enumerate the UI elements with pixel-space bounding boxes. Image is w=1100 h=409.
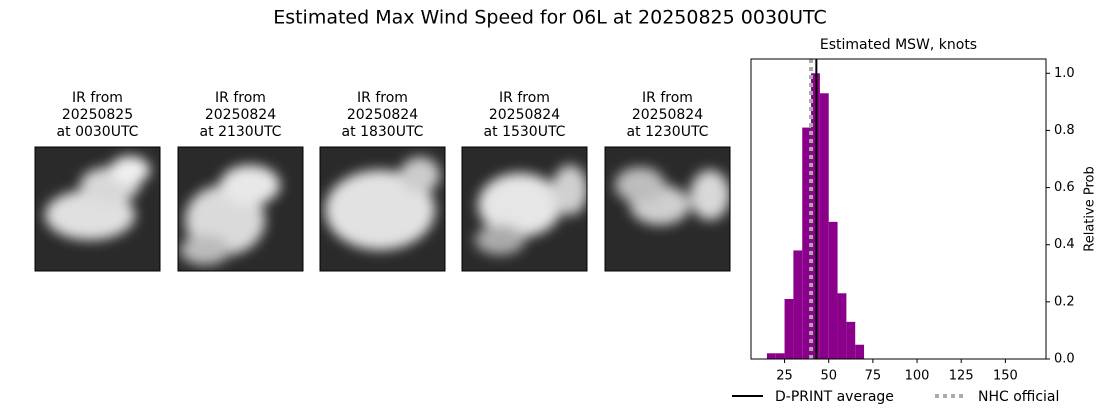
y-tick-label: 1.0 bbox=[1054, 66, 1075, 81]
ir-frame bbox=[319, 146, 446, 272]
chart-title: Estimated MSW, knots bbox=[820, 37, 977, 53]
hist-bar bbox=[837, 293, 847, 359]
panel-title: at 0030UTC bbox=[57, 124, 139, 140]
panel-title: at 1830UTC bbox=[342, 124, 424, 140]
cloud bbox=[475, 225, 525, 255]
ir-clouds bbox=[475, 165, 587, 255]
cloud bbox=[400, 157, 440, 193]
ir-clouds bbox=[45, 156, 150, 240]
cloud bbox=[325, 170, 435, 250]
ir-clouds bbox=[325, 157, 440, 250]
panel-title: at 1530UTC bbox=[484, 124, 566, 140]
x-tick-label: 75 bbox=[865, 369, 882, 384]
x-tick-label: 100 bbox=[905, 369, 930, 384]
x-tick-label: 50 bbox=[820, 369, 837, 384]
cloud bbox=[552, 165, 587, 215]
x-tick-label: 25 bbox=[776, 369, 793, 384]
y-tick-label: 0.2 bbox=[1054, 294, 1075, 309]
panel-title: IR from bbox=[215, 90, 266, 106]
hist-bar bbox=[784, 299, 794, 359]
panel-title: IR from bbox=[72, 90, 123, 106]
panel-title: IR from bbox=[642, 90, 693, 106]
ir-frame bbox=[604, 146, 731, 272]
panel-title: at 1230UTC bbox=[627, 124, 709, 140]
panel-title: 20250825 bbox=[62, 107, 133, 123]
ir-frame bbox=[34, 146, 161, 272]
legend-label: NHC official bbox=[978, 389, 1059, 405]
cloud bbox=[110, 156, 150, 184]
hist-bar bbox=[846, 321, 856, 359]
x-tick-label: 150 bbox=[993, 369, 1018, 384]
ir-frame bbox=[461, 146, 588, 272]
cloud bbox=[690, 170, 730, 220]
ir-clouds bbox=[180, 165, 280, 265]
panel-title: 20250824 bbox=[489, 107, 560, 123]
hist-bar bbox=[855, 344, 865, 359]
hist-bar bbox=[793, 250, 803, 359]
ir-clouds bbox=[615, 167, 730, 225]
panel-title: 20250824 bbox=[632, 107, 703, 123]
legend-label: D-PRINT average bbox=[775, 389, 894, 405]
hist-bar bbox=[819, 93, 829, 360]
panel-title: IR from bbox=[357, 90, 408, 106]
ir-frame bbox=[177, 146, 304, 272]
cloud bbox=[615, 167, 665, 203]
hist-bar bbox=[775, 353, 785, 359]
y-tick-label: 0.4 bbox=[1054, 237, 1075, 252]
panel-title: at 2130UTC bbox=[200, 124, 282, 140]
y-tick-label: 0.8 bbox=[1054, 123, 1075, 138]
y-axis-label: Relative Prob bbox=[1083, 166, 1098, 251]
y-tick-label: 0.6 bbox=[1054, 180, 1075, 195]
hist-bar bbox=[802, 127, 812, 359]
x-tick-label: 125 bbox=[949, 369, 974, 384]
y-tick-label: 0.0 bbox=[1054, 352, 1075, 367]
cloud bbox=[180, 235, 230, 265]
panel-title: IR from bbox=[499, 90, 550, 106]
panel-title: 20250824 bbox=[347, 107, 418, 123]
cloud bbox=[478, 173, 562, 237]
hist-bar bbox=[828, 221, 838, 359]
figure-title: Estimated Max Wind Speed for 06L at 2025… bbox=[273, 7, 827, 29]
cloud bbox=[220, 165, 280, 205]
panel-title: 20250824 bbox=[205, 107, 276, 123]
hist-bar bbox=[766, 353, 776, 359]
axes-frame bbox=[750, 58, 1047, 360]
